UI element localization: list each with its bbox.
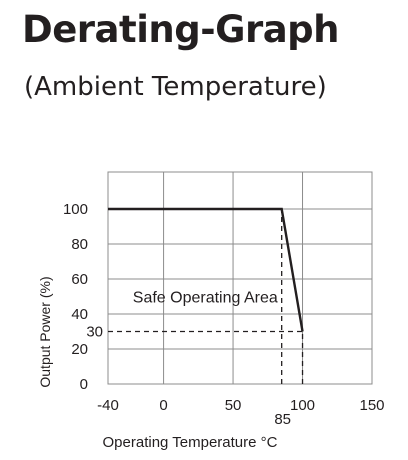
plot-frame bbox=[107, 171, 373, 385]
y-extra-tick-label-0: 30 bbox=[86, 324, 103, 341]
y-tick-label-5: 100 bbox=[63, 201, 88, 218]
y-tick-label-2: 40 bbox=[71, 306, 88, 323]
y-tick-label-3: 60 bbox=[71, 271, 88, 288]
chart-title: Derating-Graph bbox=[22, 8, 340, 51]
y-axis-label: Output Power (%) bbox=[37, 276, 53, 387]
y-tick-label-0: 0 bbox=[80, 376, 88, 393]
y-tick-label-1: 20 bbox=[71, 341, 88, 358]
x-tick-label-3: 100 bbox=[290, 397, 315, 414]
reference-lines bbox=[108, 209, 304, 384]
x-tick-label-0: -40 bbox=[97, 397, 119, 414]
x-tick-label-2: 50 bbox=[225, 397, 242, 414]
x-axis-label: Operating Temperature °C bbox=[103, 434, 278, 451]
derating-curve-0 bbox=[108, 207, 304, 332]
y-tick-label-4: 80 bbox=[71, 236, 88, 253]
x-tick-label-1: 0 bbox=[159, 397, 167, 414]
x-extra-tick-label-0: 85 bbox=[274, 411, 291, 428]
grid-layer bbox=[107, 171, 373, 385]
safe-operating-area-label: Safe Operating Area bbox=[133, 290, 278, 307]
series-layer bbox=[108, 207, 304, 332]
x-tick-label-4: 150 bbox=[359, 397, 384, 414]
chart-subtitle: (Ambient Temperature) bbox=[24, 72, 327, 102]
tick-labels: 0 20 40 60 80 100 30 -40 0 50 100 150 85 bbox=[63, 201, 385, 428]
